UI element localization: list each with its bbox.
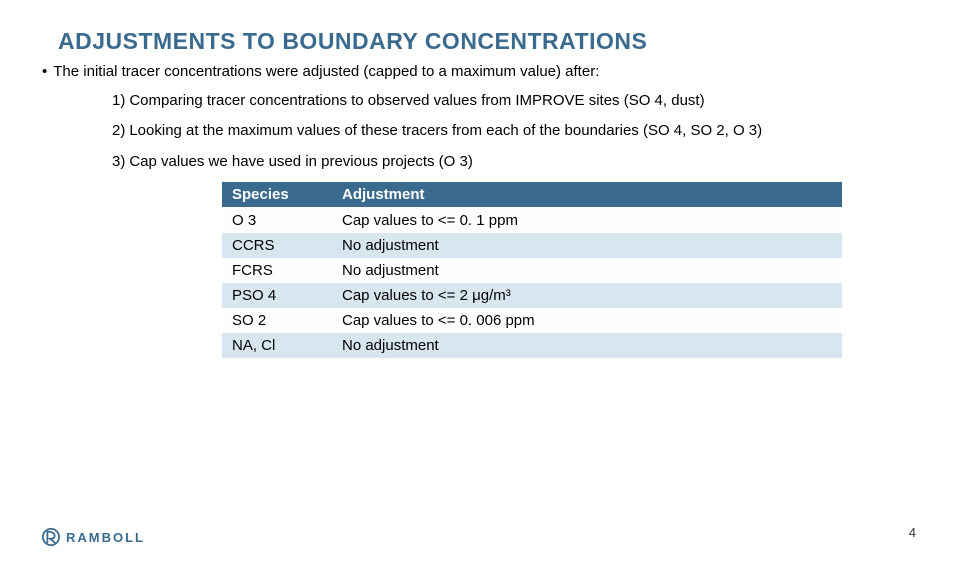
brand-logo: RAMBOLL [42, 528, 145, 546]
main-bullet-text: The initial tracer concentrations were a… [53, 63, 599, 80]
sub-item-text: Comparing tracer concentrations to obser… [129, 91, 704, 111]
cell-species: PSO 4 [222, 283, 332, 308]
adjustments-table: Species Adjustment O 3 Cap values to <= … [222, 182, 842, 358]
cell-species: CCRS [222, 233, 332, 258]
cell-species: NA, Cl [222, 333, 332, 358]
main-bullet: • The initial tracer concentrations were… [42, 63, 960, 81]
sub-item-text: Looking at the maximum values of these t… [129, 121, 762, 141]
table-row: O 3 Cap values to <= 0. 1 ppm [222, 207, 842, 233]
table-row: NA, Cl No adjustment [222, 333, 842, 358]
table-row: CCRS No adjustment [222, 233, 842, 258]
bullet-dot-icon: • [42, 63, 47, 81]
cell-species: O 3 [222, 207, 332, 233]
cell-adjustment: No adjustment [332, 258, 842, 283]
sub-item-number: 2) [112, 121, 125, 141]
sub-item: 2) Looking at the maximum values of thes… [112, 121, 900, 141]
table-row: SO 2 Cap values to <= 0. 006 ppm [222, 308, 842, 333]
sub-item-number: 3) [112, 152, 125, 172]
sub-item-text: Cap values we have used in previous proj… [129, 152, 473, 172]
sub-item: 1) Comparing tracer concentrations to ob… [112, 91, 900, 111]
cell-adjustment: No adjustment [332, 333, 842, 358]
sub-item-number: 1) [112, 91, 125, 111]
sub-list: 1) Comparing tracer concentrations to ob… [112, 91, 900, 172]
page-number: 4 [909, 525, 916, 540]
cell-species: FCRS [222, 258, 332, 283]
cell-adjustment: Cap values to <= 0. 1 ppm [332, 207, 842, 233]
ramboll-mark-icon [42, 528, 60, 546]
page-title: ADJUSTMENTS TO BOUNDARY CONCENTRATIONS [58, 28, 960, 55]
sub-item: 3) Cap values we have used in previous p… [112, 152, 900, 172]
table-header-species: Species [222, 182, 332, 208]
brand-logo-text: RAMBOLL [66, 530, 145, 545]
table-row: PSO 4 Cap values to <= 2 μg/m³ [222, 283, 842, 308]
cell-adjustment: No adjustment [332, 233, 842, 258]
table-row: FCRS No adjustment [222, 258, 842, 283]
table-header-adjustment: Adjustment [332, 182, 842, 208]
cell-adjustment: Cap values to <= 2 μg/m³ [332, 283, 842, 308]
cell-adjustment: Cap values to <= 0. 006 ppm [332, 308, 842, 333]
table-header-row: Species Adjustment [222, 182, 842, 208]
cell-species: SO 2 [222, 308, 332, 333]
